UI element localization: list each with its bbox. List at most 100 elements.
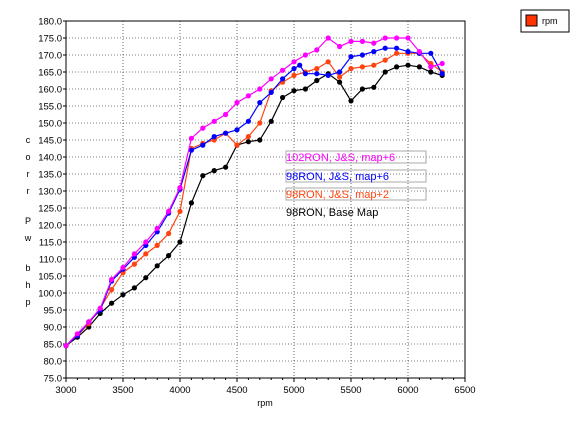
data-point <box>166 230 172 237</box>
data-point <box>371 49 377 55</box>
data-point <box>200 173 206 179</box>
data-point <box>268 76 274 82</box>
data-point <box>416 49 422 55</box>
data-point <box>188 147 194 153</box>
data-point <box>405 62 411 68</box>
x-tick-label: 5500 <box>340 385 361 396</box>
data-point <box>337 74 343 80</box>
y-axis-label-char: c <box>26 135 31 145</box>
y-tick-label: 80.0 <box>44 357 63 368</box>
x-tick-label: 6500 <box>454 385 475 396</box>
data-point <box>394 50 400 56</box>
data-point <box>257 120 263 126</box>
data-point <box>245 134 251 140</box>
data-point <box>337 79 343 85</box>
series-annotation: 98RON, J&S, map+6 <box>286 171 389 183</box>
data-point <box>257 137 263 143</box>
data-point <box>394 45 400 51</box>
data-point <box>143 275 149 281</box>
y-axis-label-char: p <box>25 297 30 307</box>
data-point <box>291 59 297 65</box>
data-point <box>166 208 172 214</box>
series-98ron-base-map <box>63 62 445 349</box>
legend-label: rpm <box>542 16 558 26</box>
data-point <box>302 71 308 77</box>
annotation-box <box>285 187 427 201</box>
y-tick-label: 75.0 <box>44 374 63 385</box>
data-point <box>211 118 217 124</box>
data-point <box>63 343 69 349</box>
y-axis-label-char: r <box>27 169 30 179</box>
data-point <box>211 168 217 174</box>
y-tick-label: 180.0 <box>38 17 62 28</box>
data-point <box>359 64 365 70</box>
data-point <box>314 47 320 53</box>
y-tick-label: 155.0 <box>38 102 62 113</box>
data-point <box>109 287 115 293</box>
series-layer <box>63 35 445 349</box>
data-point <box>382 69 388 75</box>
plot-area <box>65 20 466 379</box>
y-axis-label-char: r <box>27 186 30 196</box>
data-point <box>325 35 331 41</box>
y-tick-label: 140.0 <box>38 153 62 164</box>
data-point <box>405 49 411 55</box>
data-point <box>234 127 240 133</box>
x-tick-label: 4500 <box>226 385 247 396</box>
data-point <box>371 62 377 68</box>
data-point <box>245 139 251 145</box>
data-point <box>257 100 263 106</box>
data-point <box>314 66 320 72</box>
legend-swatch <box>525 14 538 27</box>
series-line <box>65 64 443 347</box>
x-axis-label: rpm <box>257 398 273 408</box>
data-point <box>280 67 286 73</box>
data-point <box>257 86 263 92</box>
data-point <box>188 135 194 141</box>
y-tick-label: 170.0 <box>38 51 62 62</box>
data-point <box>302 52 308 58</box>
data-point <box>143 239 149 245</box>
data-point <box>223 111 229 118</box>
data-point <box>154 263 160 269</box>
data-point <box>177 185 183 191</box>
data-point <box>314 71 320 77</box>
x-tick-label: 5000 <box>283 385 304 396</box>
data-point <box>382 45 388 51</box>
data-point <box>302 86 308 92</box>
data-point <box>348 66 354 72</box>
y-tick-label: 165.0 <box>38 68 62 79</box>
y-tick-label: 130.0 <box>38 187 62 198</box>
data-point <box>234 142 240 148</box>
data-point <box>359 38 365 45</box>
y-tick-label: 150.0 <box>38 119 62 130</box>
data-point <box>280 76 286 82</box>
data-point <box>337 43 343 50</box>
data-point <box>177 208 183 214</box>
data-point <box>359 86 365 92</box>
data-point <box>325 59 331 65</box>
data-point <box>439 71 445 77</box>
series-102ron-j-s-map-6 <box>63 35 445 349</box>
y-tick-label: 100.0 <box>38 289 62 300</box>
series-line <box>65 37 443 347</box>
data-point <box>177 239 183 245</box>
data-point <box>337 69 343 75</box>
y-tick-label: 105.0 <box>38 272 62 283</box>
y-tick-label: 120.0 <box>38 221 62 232</box>
data-point <box>428 50 434 56</box>
data-point <box>428 69 434 75</box>
data-point <box>166 253 172 259</box>
data-point <box>245 118 251 124</box>
data-point <box>428 64 434 70</box>
data-point <box>371 40 377 46</box>
axis-ticks: 75.0 80.0 85.0 90.0 95.0 100.0 105.0 110.0 115.0… <box>24 17 476 397</box>
x-tick-label: 3000 <box>55 385 76 396</box>
data-point <box>154 225 160 231</box>
y-tick-label: 125.0 <box>38 204 62 215</box>
y-axis-label-char: h <box>25 280 30 290</box>
data-point <box>348 98 354 104</box>
data-point <box>405 35 411 41</box>
y-tick-label: 90.0 <box>44 323 63 334</box>
data-point <box>268 118 274 124</box>
